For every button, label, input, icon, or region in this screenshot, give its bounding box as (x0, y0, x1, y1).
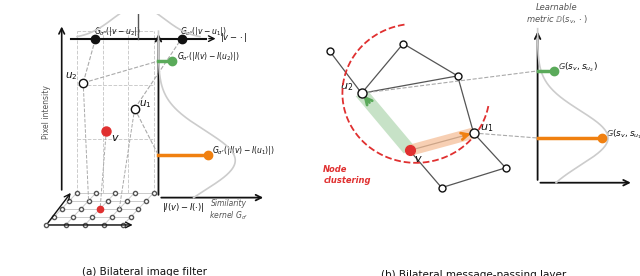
Text: (a) Bilateral image filter: (a) Bilateral image filter (82, 267, 207, 276)
Text: $v$: $v$ (111, 133, 120, 143)
Text: $\mathbb{G}(s_v,s_{u_1})$: $\mathbb{G}(s_v,s_{u_1})$ (607, 128, 640, 141)
Text: $\it{Closeness}$ kernel $G_{\sigma^s}$: $\it{Closeness}$ kernel $G_{\sigma^s}$ (95, 0, 182, 1)
Polygon shape (407, 128, 476, 156)
Text: $G_{\sigma^s}(|v-u_2|)$: $G_{\sigma^s}(|v-u_2|)$ (94, 25, 141, 38)
Text: $u_2$: $u_2$ (340, 82, 354, 93)
Text: $G_{\sigma^s}(|v-u_1|)$: $G_{\sigma^s}(|v-u_1|)$ (180, 25, 227, 38)
Text: Pixel intensity: Pixel intensity (42, 85, 51, 139)
Text: $|v-\cdot|$: $|v-\cdot|$ (220, 31, 248, 44)
Text: (b) Bilateral message-passing layer: (b) Bilateral message-passing layer (381, 270, 566, 276)
Text: Similarity
kernel $G_{\sigma^r}$: Similarity kernel $G_{\sigma^r}$ (209, 199, 249, 222)
Text: $G_{\sigma^r}(|I(v)-I(u_2)|)$: $G_{\sigma^r}(|I(v)-I(u_2)|)$ (177, 49, 239, 62)
Text: Learnable
metric $\mathbb{D}(s_v,\cdot)$: Learnable metric $\mathbb{D}(s_v,\cdot)$ (526, 3, 588, 26)
Text: $|I(v)-I(\cdot)|$: $|I(v)-I(\cdot)|$ (162, 201, 204, 214)
Text: $u_1$: $u_1$ (480, 123, 493, 134)
Text: $G_{\sigma^r}(|I(v)-I(u_1)|)$: $G_{\sigma^r}(|I(v)-I(u_1)|)$ (212, 144, 275, 157)
Text: $u_1$: $u_1$ (140, 98, 152, 110)
Text: $v$: $v$ (415, 154, 423, 164)
Text: $u_2$: $u_2$ (65, 70, 77, 82)
Text: Node
clustering: Node clustering (323, 165, 371, 185)
Polygon shape (356, 90, 415, 153)
Text: $\mathbb{G}(s_v,s_{u_2})$: $\mathbb{G}(s_v,s_{u_2})$ (559, 61, 598, 74)
